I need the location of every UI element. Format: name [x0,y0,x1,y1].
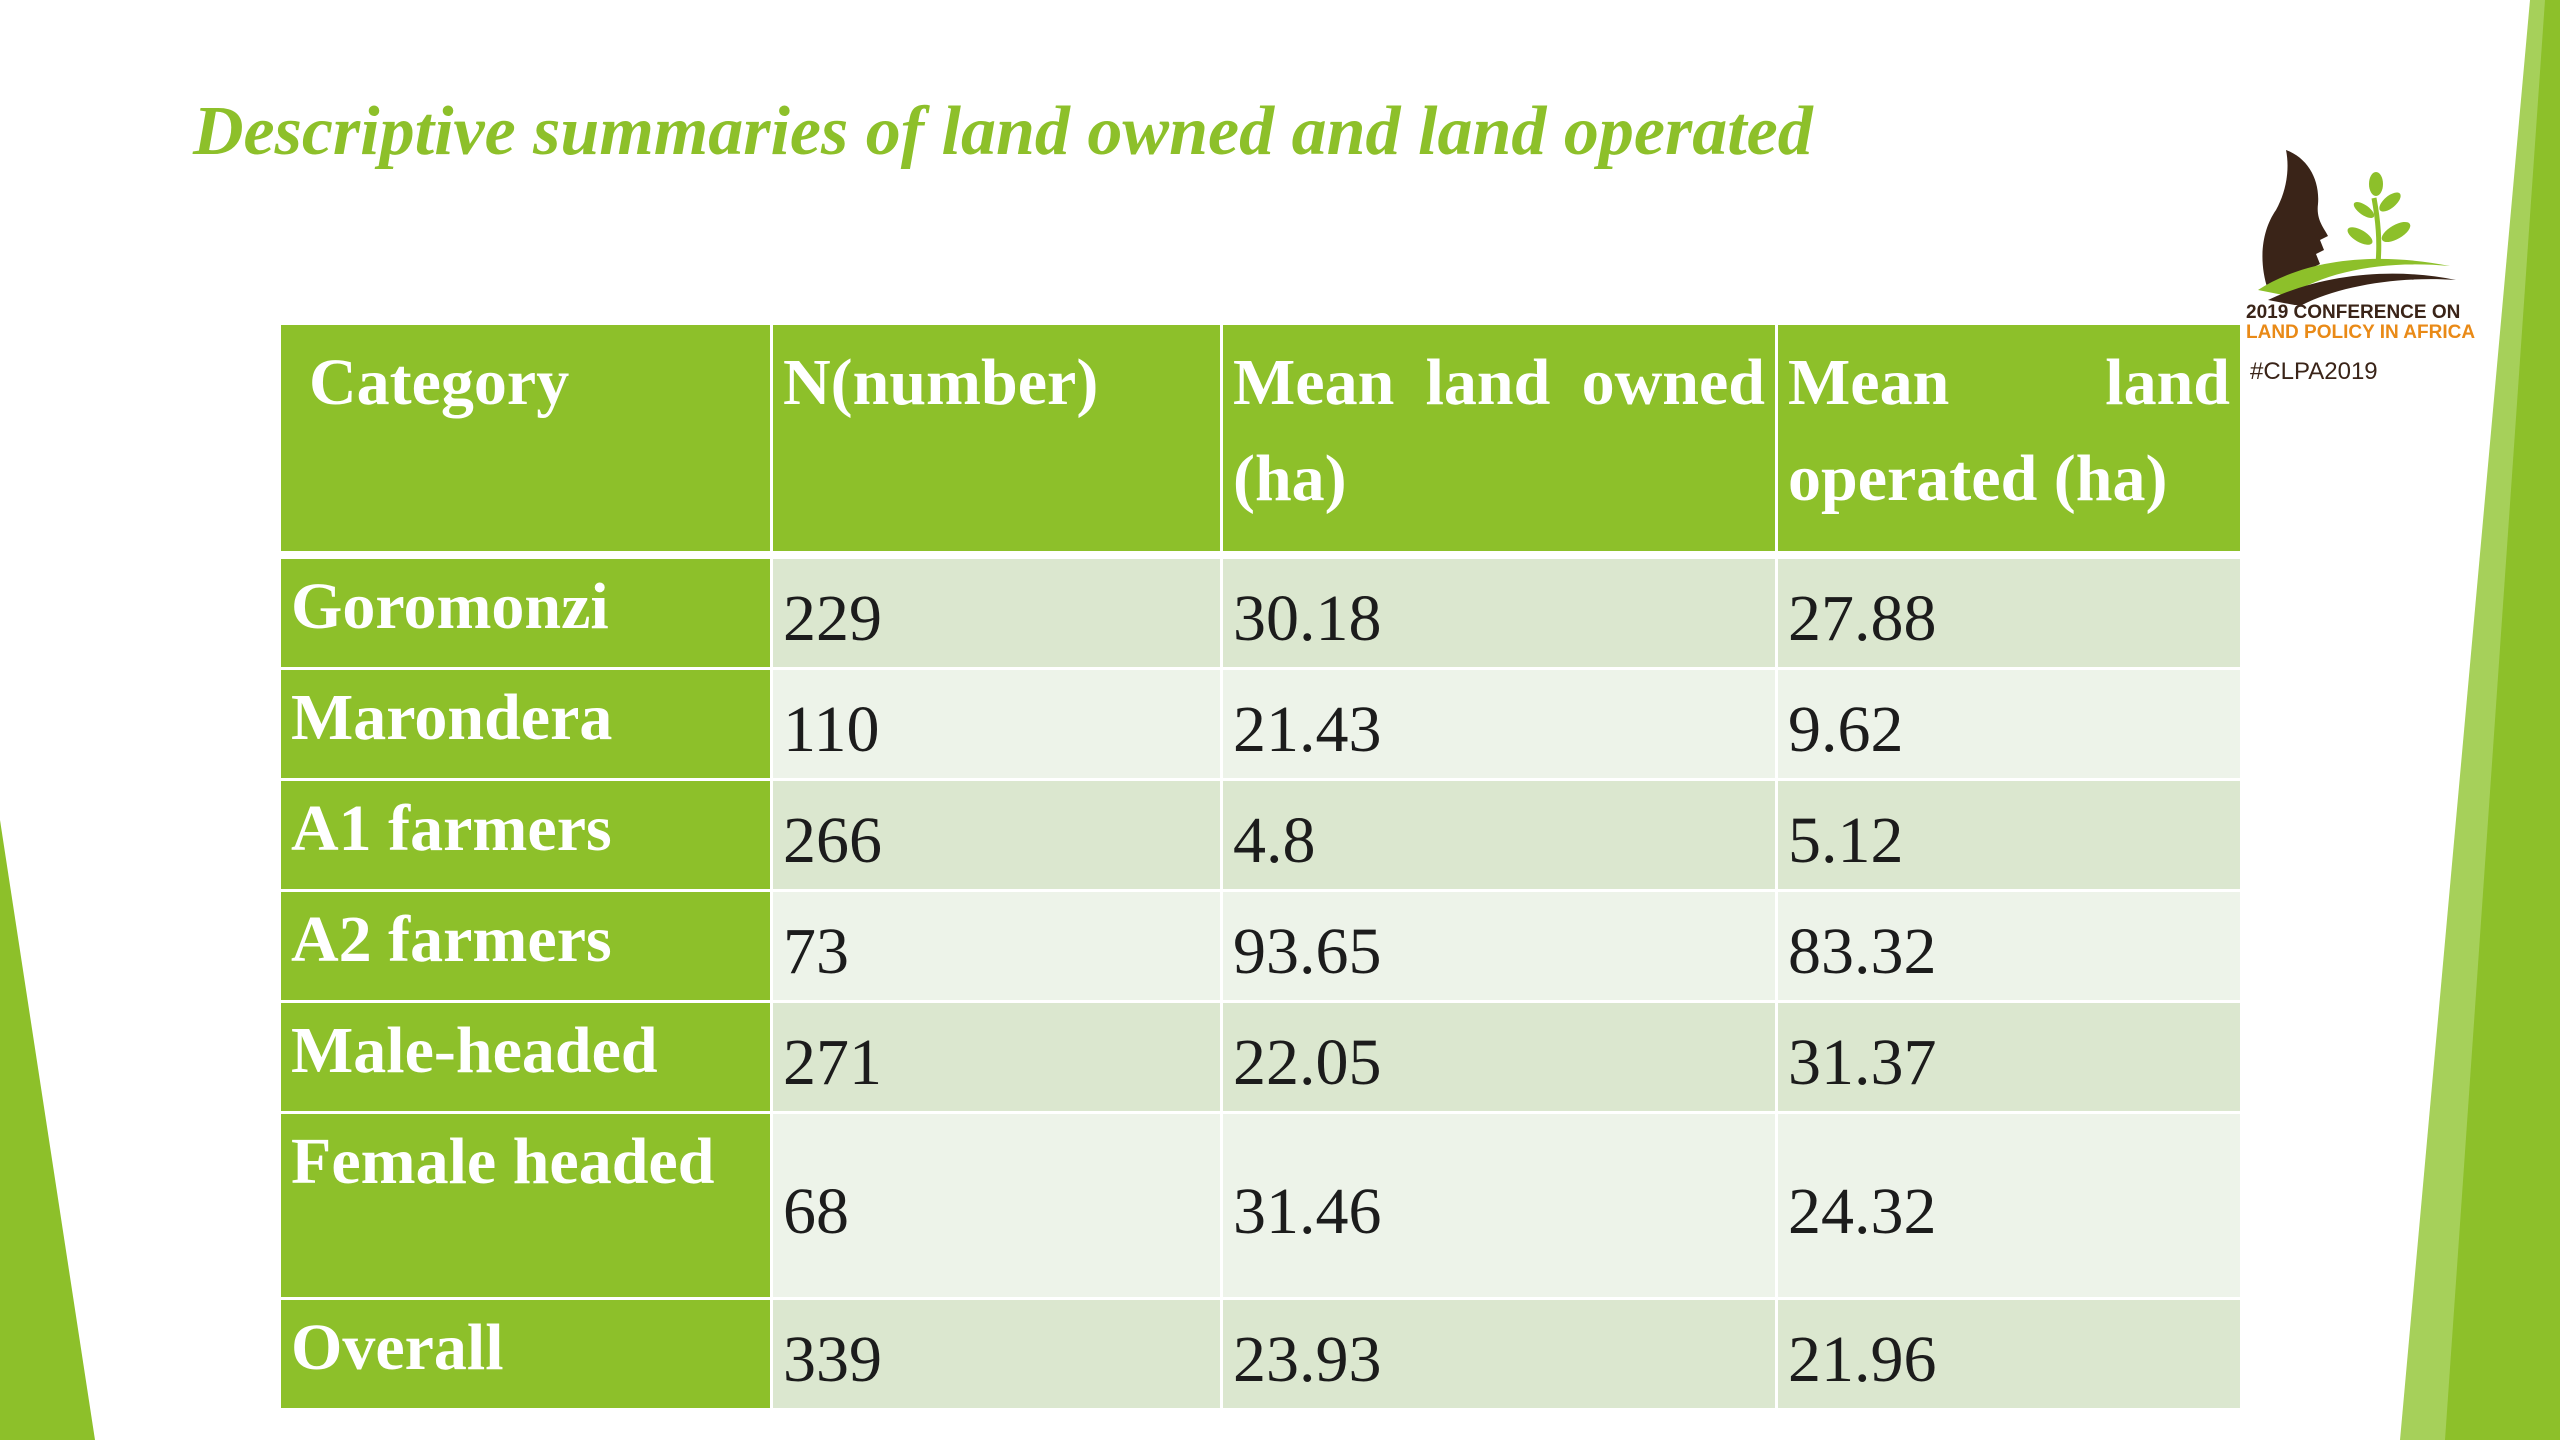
row-n: 73 [770,889,1223,1003]
row-category: Overall [278,1297,773,1411]
row-n: 110 [770,667,1223,781]
row-n: 68 [770,1111,1223,1300]
row-category: A2 farmers [278,889,773,1003]
row-category: Male-headed [278,1000,773,1114]
row-mean-owned: 22.05 [1220,1000,1778,1114]
row-mean-operated: 83.32 [1775,889,2243,1003]
row-n: 271 [770,1000,1223,1114]
table-row: A2 farmers 73 93.65 83.32 [278,889,2243,1003]
table-row: Overall 339 23.93 21.96 [278,1297,2243,1411]
table-row: Female headed 68 31.46 24.32 [278,1111,2243,1300]
table-row: A1 farmers 266 4.8 5.12 [278,778,2243,892]
row-mean-owned: 4.8 [1220,778,1778,892]
decorative-green-band-right [2400,0,2560,1440]
row-category: Goromonzi [278,553,773,670]
row-mean-operated: 31.37 [1775,1000,2243,1114]
row-mean-owned: 23.93 [1220,1297,1778,1411]
table-header-row: Category N(number) Mean land owned (ha) … [278,322,2243,559]
row-mean-operated: 27.88 [1775,553,2243,670]
table-row: Marondera 110 21.43 9.62 [278,667,2243,781]
land-summary-table: Category N(number) Mean land owned (ha) … [278,322,2243,1411]
header-n: N(number) [770,322,1223,559]
header-category: Category [278,322,773,559]
table-row: Goromonzi 229 30.18 27.88 [278,553,2243,670]
row-n: 229 [770,553,1223,670]
conference-logo: 2019 CONFERENCE ON LAND POLICY IN AFRICA… [2228,140,2488,400]
header-mean-operated: Mean land operated (ha) [1775,322,2243,559]
row-category: A1 farmers [278,778,773,892]
row-n: 339 [770,1297,1223,1411]
row-mean-owned: 30.18 [1220,553,1778,670]
row-mean-operated: 9.62 [1775,667,2243,781]
row-mean-operated: 21.96 [1775,1297,2243,1411]
decorative-green-wedge-left [0,820,95,1440]
table-row: Male-headed 271 22.05 31.37 [278,1000,2243,1114]
row-n: 266 [770,778,1223,892]
logo-hashtag: #CLPA2019 [2250,358,2378,385]
row-category: Female headed [278,1111,773,1300]
clpa-logo-icon [2258,150,2456,305]
row-mean-owned: 21.43 [1220,667,1778,781]
row-category: Marondera [278,667,773,781]
row-mean-operated: 5.12 [1775,778,2243,892]
header-mean-owned: Mean land owned (ha) [1220,322,1778,559]
row-mean-owned: 93.65 [1220,889,1778,1003]
row-mean-operated: 24.32 [1775,1111,2243,1300]
logo-text-line1: 2019 CONFERENCE ON [2246,302,2461,323]
row-mean-owned: 31.46 [1220,1111,1778,1300]
slide-title: Descriptive summaries of land owned and … [193,93,1813,170]
logo-text-line2: LAND POLICY IN AFRICA [2246,322,2476,343]
